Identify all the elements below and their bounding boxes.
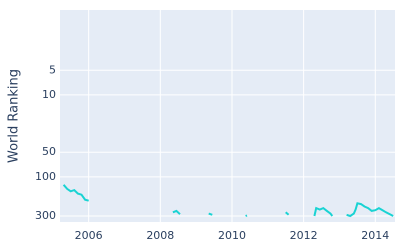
ranking-line	[62, 184, 394, 218]
y-tick-label: 10	[42, 88, 56, 101]
x-tick-label: 2012	[290, 229, 318, 242]
x-tick-label: 2014	[361, 229, 389, 242]
y-tick-label: 5	[49, 63, 56, 76]
x-tick-label: 2008	[146, 229, 174, 242]
y-axis-title: World Ranking	[7, 69, 22, 163]
y-tick-label: 50	[42, 145, 56, 158]
x-tick-label: 2010	[218, 229, 246, 242]
x-tick-label: 2006	[75, 229, 103, 242]
plot-area	[60, 10, 395, 222]
y-tick-label: 300	[35, 209, 56, 222]
y-tick-label: 100	[35, 170, 56, 183]
